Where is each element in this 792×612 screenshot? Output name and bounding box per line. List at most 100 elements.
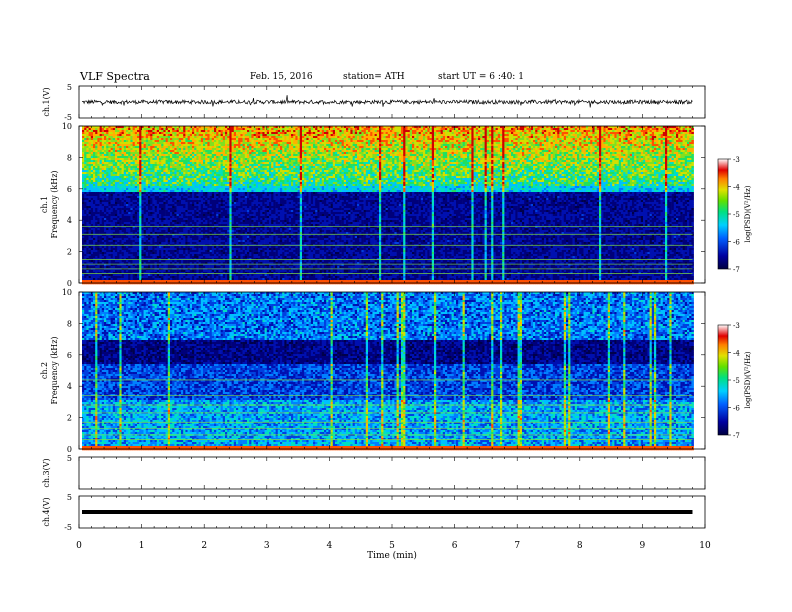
ch1-heatmap-cell bbox=[211, 140, 215, 143]
ch1-heatmap-cell bbox=[123, 224, 127, 227]
ch1-heatmap-cell bbox=[189, 248, 193, 251]
ch1-heatmap-cell bbox=[211, 242, 215, 245]
ch1-heatmap-cell bbox=[216, 150, 219, 153]
ch1-heatmap-cell bbox=[108, 214, 111, 217]
ch1-heatmap-cell bbox=[82, 182, 85, 185]
ch1-heatmap-cell bbox=[145, 272, 149, 275]
ch1-heatmap-cell bbox=[167, 162, 171, 165]
ch1-heatmap-cell bbox=[117, 262, 120, 265]
ch1-heatmap-cell bbox=[154, 262, 158, 265]
ch1-heatmap-cell bbox=[194, 232, 197, 235]
ch1-heatmap-cell bbox=[159, 226, 162, 229]
ch1-heatmap-cell bbox=[137, 174, 140, 177]
ch1-heatmap-cell bbox=[214, 190, 217, 193]
ch1-heatmap-cell bbox=[165, 266, 169, 269]
ch1-heatmap-cell bbox=[143, 198, 147, 201]
ch1-heatmap-cell bbox=[154, 150, 158, 153]
ch1-heatmap-cell bbox=[123, 190, 127, 193]
ch1-heatmap-cell bbox=[174, 142, 177, 145]
ch1-heatmap-cell bbox=[174, 190, 177, 193]
ch1-heatmap-cell bbox=[200, 146, 204, 149]
ch1-heatmap-cell bbox=[86, 228, 89, 231]
ch1-heatmap-cell bbox=[88, 228, 92, 231]
ch1-heatmap-cell bbox=[167, 266, 171, 269]
ch1-heatmap-cell bbox=[93, 240, 96, 243]
ch1-heatmap-cell bbox=[88, 192, 92, 195]
ch1-heatmap-cell bbox=[209, 240, 213, 243]
ch1-heatmap-cell bbox=[93, 212, 96, 215]
ch1-heatmap-cell bbox=[211, 154, 215, 157]
ch1-heatmap-cell bbox=[95, 192, 98, 195]
ch1-heatmap-cell bbox=[183, 190, 186, 193]
ch1-heatmap-cell bbox=[121, 140, 125, 143]
ch1-heatmap-cell bbox=[104, 140, 107, 143]
ch1-heatmap-cell bbox=[110, 130, 114, 133]
ch1-heatmap-cell bbox=[159, 172, 162, 175]
ch1-heatmap-cell bbox=[97, 178, 100, 181]
ch1-heatmap-cell bbox=[139, 264, 142, 267]
ch1-heatmap-cell bbox=[161, 250, 164, 253]
ch1-heatmap-cell bbox=[86, 216, 89, 219]
ch1-heatmap-cell bbox=[205, 206, 208, 209]
ch1-heatmap-cell bbox=[121, 210, 125, 213]
ch1-heatmap-cell bbox=[205, 264, 208, 267]
ch1-heatmap-cell bbox=[165, 170, 169, 173]
ch1-heatmap-cell bbox=[104, 150, 107, 153]
ch1-heatmap-cell bbox=[130, 246, 133, 249]
ch1-heatmap-cell bbox=[163, 140, 166, 143]
ch1-heatmap-cell bbox=[163, 182, 166, 185]
ch1-heatmap-cell bbox=[192, 146, 195, 149]
ch1-heatmap-cell bbox=[97, 262, 100, 265]
ch1-heatmap-cell bbox=[88, 226, 92, 229]
ch1-heatmap-cell bbox=[196, 274, 199, 277]
ch1-heatmap-cell bbox=[198, 196, 202, 199]
ch1-heatmap-cell bbox=[174, 224, 177, 227]
ch1-heatmap-cell bbox=[196, 180, 199, 183]
ch1-heatmap-cell bbox=[121, 156, 125, 159]
ch1-heatmap-cell bbox=[139, 144, 142, 147]
ch1-heatmap-cell bbox=[181, 146, 184, 149]
ch1-heatmap-cell bbox=[130, 182, 133, 185]
ch1-heatmap-cell bbox=[192, 214, 195, 217]
ch1-heatmap-cell bbox=[214, 146, 217, 149]
ch1-heatmap-cell bbox=[165, 242, 169, 245]
ch1-heatmap-cell bbox=[101, 254, 105, 257]
ch1-heatmap-cell bbox=[115, 220, 118, 223]
ch1-heatmap-cell bbox=[196, 238, 199, 241]
ch1-heatmap-cell bbox=[214, 248, 217, 251]
ch1-heatmap-cell bbox=[112, 276, 116, 279]
ch1-heatmap-cell bbox=[88, 220, 92, 223]
ch1-heatmap-cell bbox=[90, 234, 94, 237]
ch1-heatmap-cell bbox=[194, 144, 197, 147]
ch1-heatmap-cell bbox=[172, 266, 175, 269]
ch1-heatmap-cell bbox=[137, 200, 140, 203]
ch1-heatmap-cell bbox=[148, 246, 151, 249]
ch1-heatmap-cell bbox=[154, 170, 158, 173]
ch1-heatmap-cell bbox=[143, 276, 147, 279]
ch1-heatmap-cell bbox=[150, 190, 153, 193]
ch1-heatmap-cell bbox=[143, 130, 147, 133]
ch1-heatmap-cell bbox=[90, 164, 94, 167]
ch1-heatmap-cell bbox=[216, 130, 219, 133]
ch1-heatmap-cell bbox=[148, 142, 151, 145]
ch1-heatmap-cell bbox=[200, 232, 204, 235]
ch1-heatmap-cell bbox=[207, 178, 210, 181]
ch1-heatmap-cell bbox=[82, 216, 85, 219]
ch1-heatmap-cell bbox=[110, 140, 114, 143]
ch1-heatmap-cell bbox=[115, 250, 118, 253]
ch1-heatmap-cell bbox=[176, 242, 180, 245]
ch1-heatmap-cell bbox=[95, 152, 98, 155]
ch1-heatmap-cell bbox=[99, 138, 103, 141]
ch1-heatmap-cell bbox=[161, 234, 164, 237]
ch1-heatmap-cell bbox=[176, 176, 180, 179]
ch1-heatmap-cell bbox=[170, 178, 173, 181]
ch1-heatmap-cell bbox=[156, 188, 160, 191]
ch1-heatmap-cell bbox=[88, 210, 92, 213]
ch1-heatmap-cell bbox=[165, 188, 169, 191]
ch1-heatmap-cell bbox=[148, 134, 151, 137]
ch1-heatmap-cell bbox=[170, 134, 173, 137]
ch1-heatmap-cell bbox=[198, 262, 202, 265]
ch1-heatmap-cell bbox=[194, 272, 197, 275]
ch1-heatmap-cell bbox=[161, 240, 164, 243]
ch1-heatmap-cell bbox=[139, 262, 142, 265]
